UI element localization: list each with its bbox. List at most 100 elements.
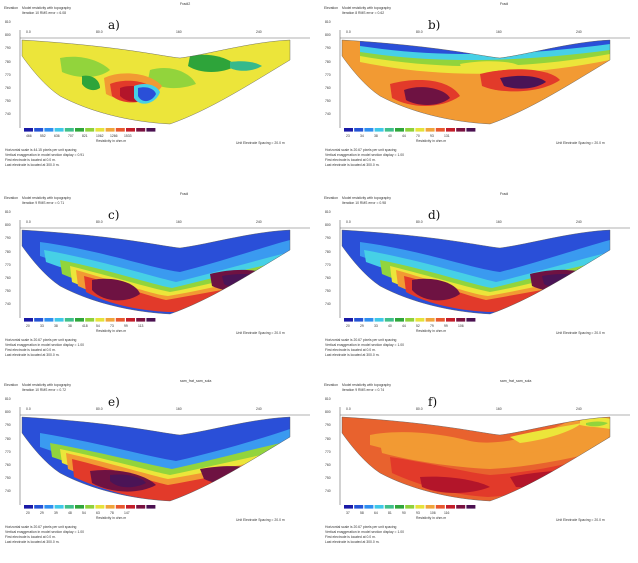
elevation-tick: 750 xyxy=(325,99,331,104)
iteration-header: Iteration 10 RMS error = 0.98 xyxy=(342,200,387,205)
elevation-tick: 740 xyxy=(325,302,331,307)
elevation-label: Elevation xyxy=(324,383,338,387)
legend-value: 52 xyxy=(416,324,420,328)
legend-value: 99 xyxy=(124,324,128,328)
legend-value: 38 xyxy=(374,134,378,138)
section-outline xyxy=(341,229,611,315)
footer-note: Horizontal scale is 20.67 pixels per uni… xyxy=(325,525,397,529)
legend-swatch xyxy=(405,505,415,509)
legend-swatch xyxy=(446,128,455,132)
resistivity-zone-maroon xyxy=(92,278,140,301)
legend-swatch xyxy=(115,128,125,132)
elevation-tick: 750 xyxy=(5,476,11,481)
resistivity-zone-blue xyxy=(360,40,610,55)
panel-title: Fradi xyxy=(500,2,509,6)
section-outline xyxy=(341,416,611,502)
resistivity-zone-lgreen xyxy=(148,67,196,89)
legend-value: 106 xyxy=(458,324,464,328)
legend-title: Resistivity in ohm.m xyxy=(416,139,447,143)
footer-note: Last electrode is located at 300.0 m. xyxy=(5,353,60,357)
legend-value: 466 xyxy=(26,134,32,138)
electrode-spacing: Unit Electrode Spacing = 20.0 m xyxy=(556,331,605,335)
elevation-tick: 810 xyxy=(5,397,11,401)
legend-value: 29 xyxy=(40,511,44,515)
legend-swatch xyxy=(344,318,353,322)
distance-tick: 240 xyxy=(576,407,582,411)
legend-swatch xyxy=(136,505,146,509)
legend-swatch xyxy=(415,128,425,132)
legend-value: 93 xyxy=(416,511,420,515)
section-outline xyxy=(341,39,611,125)
iteration-header: Iteration 9 RMS error = 0.71 xyxy=(22,200,65,205)
legend-value: 64 xyxy=(374,511,378,515)
resistivity-zone-maroon xyxy=(210,269,280,292)
legend-swatch xyxy=(75,318,84,322)
legend-swatch xyxy=(374,505,384,509)
resistivity-zone-cyan xyxy=(360,40,610,61)
legend-value: 78 xyxy=(110,511,114,515)
legend-title: Resistivity in ohm.m xyxy=(96,329,127,333)
legend-title: Resistivity in ohm.m xyxy=(96,516,127,520)
resistivity-zone-dred xyxy=(420,476,490,493)
legend-swatch xyxy=(24,318,33,322)
elevation-tick: 810 xyxy=(5,210,11,214)
elevation-tick: 740 xyxy=(5,112,11,117)
resistivity-zone-green xyxy=(82,75,100,91)
legend-swatch xyxy=(85,128,95,132)
footer-note: Last electrode is located at 300.0 m. xyxy=(325,163,380,167)
legend-swatch xyxy=(54,505,64,509)
legend-swatch xyxy=(146,505,156,509)
legend-swatch xyxy=(364,128,374,132)
elevation-tick: 790 xyxy=(5,423,11,428)
distance-tick: 0.0 xyxy=(26,220,31,224)
legend-value: 1533 xyxy=(124,134,132,138)
legend-swatch xyxy=(24,128,33,132)
model-header: Model resistivity with topography xyxy=(342,383,391,387)
elevation-tick: 750 xyxy=(325,476,331,481)
legend-value: 34 xyxy=(360,134,364,138)
footer-note: First electrode is located at 0.0 m. xyxy=(5,158,56,162)
legend-swatch xyxy=(405,318,415,322)
legend-swatch xyxy=(126,318,135,322)
legend-swatch xyxy=(136,128,146,132)
legend-swatch xyxy=(395,318,404,322)
footer-note: Last electrode is located at 300.0 m. xyxy=(5,540,60,544)
elevation-tick: 770 xyxy=(325,72,331,77)
legend-value: 90 xyxy=(402,511,406,515)
legend-value: 636 xyxy=(54,134,60,138)
elevation-label: Elevation xyxy=(4,383,18,387)
distance-tick: 240 xyxy=(256,407,262,411)
electrode-spacing: Unit Electrode Spacing = 20.0 m xyxy=(236,141,285,145)
elevation-tick: 740 xyxy=(5,302,11,307)
distance-tick: 0.0 xyxy=(26,30,31,34)
legend-swatch xyxy=(146,128,156,132)
legend-value: 20 xyxy=(26,324,30,328)
distance-tick: 240 xyxy=(256,220,262,224)
section-plot-b xyxy=(339,30,630,132)
section-plot-d xyxy=(339,220,630,322)
legend-swatch xyxy=(456,128,466,132)
legend-swatch xyxy=(54,128,64,132)
elevation-tick: 810 xyxy=(325,20,331,24)
section-plot-c xyxy=(19,220,310,322)
legend-value: 707 xyxy=(68,134,74,138)
panel-title: Fradi xyxy=(500,192,509,196)
panel-label: f) xyxy=(428,395,438,409)
elevation-tick: 740 xyxy=(5,489,11,494)
legend-swatch xyxy=(34,128,44,132)
resistivity-panel-e: Elevation Model resistivity with topograp… xyxy=(0,377,318,563)
legend-value: 116 xyxy=(444,511,450,515)
elevation-tick: 760 xyxy=(325,463,331,467)
legend-swatch xyxy=(446,505,455,509)
elevation-tick: 770 xyxy=(325,449,331,454)
legend-value: 63 xyxy=(96,511,100,515)
elevation-tick: 800 xyxy=(325,33,331,38)
legend-value: 29 xyxy=(360,324,364,328)
elevation-tick: 800 xyxy=(325,223,331,228)
panel-label: e) xyxy=(108,395,120,409)
legend-swatch xyxy=(425,128,435,132)
distance-tick: 0.0 xyxy=(346,30,351,34)
model-header: Model resistivity with topography xyxy=(22,383,71,387)
legend-swatch xyxy=(384,318,394,322)
elevation-tick: 740 xyxy=(325,489,331,494)
